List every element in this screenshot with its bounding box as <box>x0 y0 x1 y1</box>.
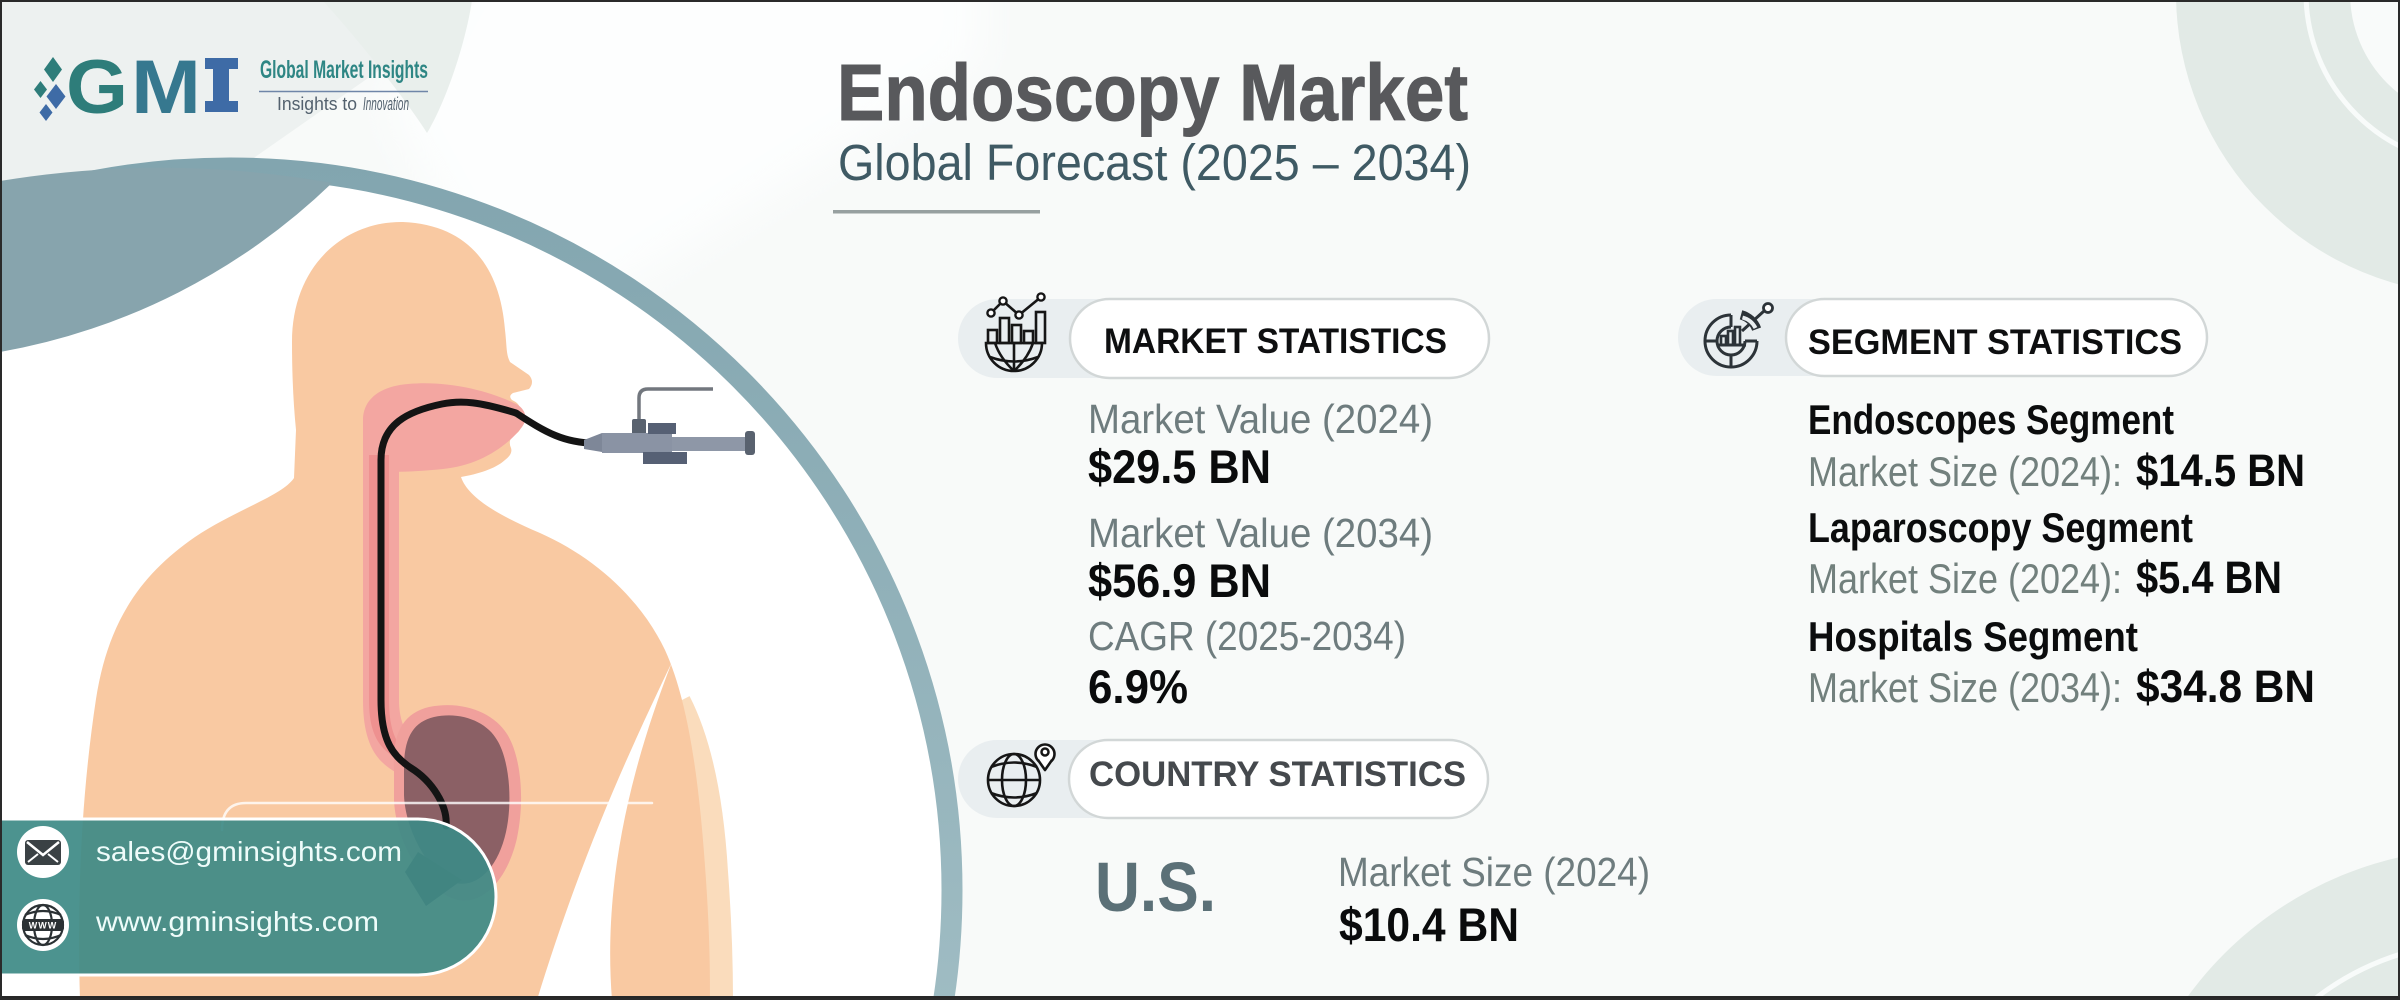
svg-text:$14.5 BN: $14.5 BN <box>2136 445 2305 496</box>
svg-text:Market Size (2024): Market Size (2024) <box>1338 849 1650 895</box>
svg-text:$56.9 BN: $56.9 BN <box>1088 554 1271 607</box>
svg-text:MARKET STATISTICS: MARKET STATISTICS <box>1104 322 1447 361</box>
svg-text:G: G <box>66 45 128 130</box>
svg-text:sales@gminsights.com: sales@gminsights.com <box>96 836 402 867</box>
svg-text:Global Forecast (2025 – 2034): Global Forecast (2025 – 2034) <box>838 134 1471 191</box>
svg-text:M: M <box>131 45 201 130</box>
svg-text:Insights to: Insights to <box>277 94 357 114</box>
svg-text:U.S.: U.S. <box>1095 848 1216 926</box>
svg-text:WWW: WWW <box>29 921 57 931</box>
svg-text:$5.4 BN: $5.4 BN <box>2136 552 2282 603</box>
svg-text:www.gminsights.com: www.gminsights.com <box>95 906 379 937</box>
svg-text:SEGMENT STATISTICS: SEGMENT STATISTICS <box>1808 323 2182 362</box>
svg-text:$34.8 BN: $34.8 BN <box>2136 661 2315 712</box>
svg-text:$29.5 BN: $29.5 BN <box>1088 440 1271 493</box>
svg-text:Market Value (2034): Market Value (2034) <box>1088 510 1433 556</box>
svg-text:Global Market Insights: Global Market Insights <box>260 56 428 84</box>
svg-text:COUNTRY STATISTICS: COUNTRY STATISTICS <box>1089 755 1466 794</box>
svg-text:Market Size (2024):: Market Size (2024): <box>1808 448 2122 495</box>
svg-text:Hospitals Segment: Hospitals Segment <box>1808 613 2138 660</box>
svg-text:Market Value (2024): Market Value (2024) <box>1088 396 1433 442</box>
svg-text:Endoscopy Market: Endoscopy Market <box>837 48 1468 137</box>
svg-text:Laparoscopy Segment: Laparoscopy Segment <box>1808 504 2193 551</box>
svg-text:Innovation: Innovation <box>363 94 409 114</box>
svg-text:Endoscopes Segment: Endoscopes Segment <box>1808 396 2174 443</box>
svg-text:$10.4 BN: $10.4 BN <box>1339 898 1519 951</box>
svg-text:6.9%: 6.9% <box>1088 660 1188 713</box>
svg-text:Market Size (2034):: Market Size (2034): <box>1808 664 2122 711</box>
svg-text:Market Size (2024):: Market Size (2024): <box>1808 555 2122 602</box>
svg-text:CAGR (2025-2034): CAGR (2025-2034) <box>1088 613 1406 659</box>
